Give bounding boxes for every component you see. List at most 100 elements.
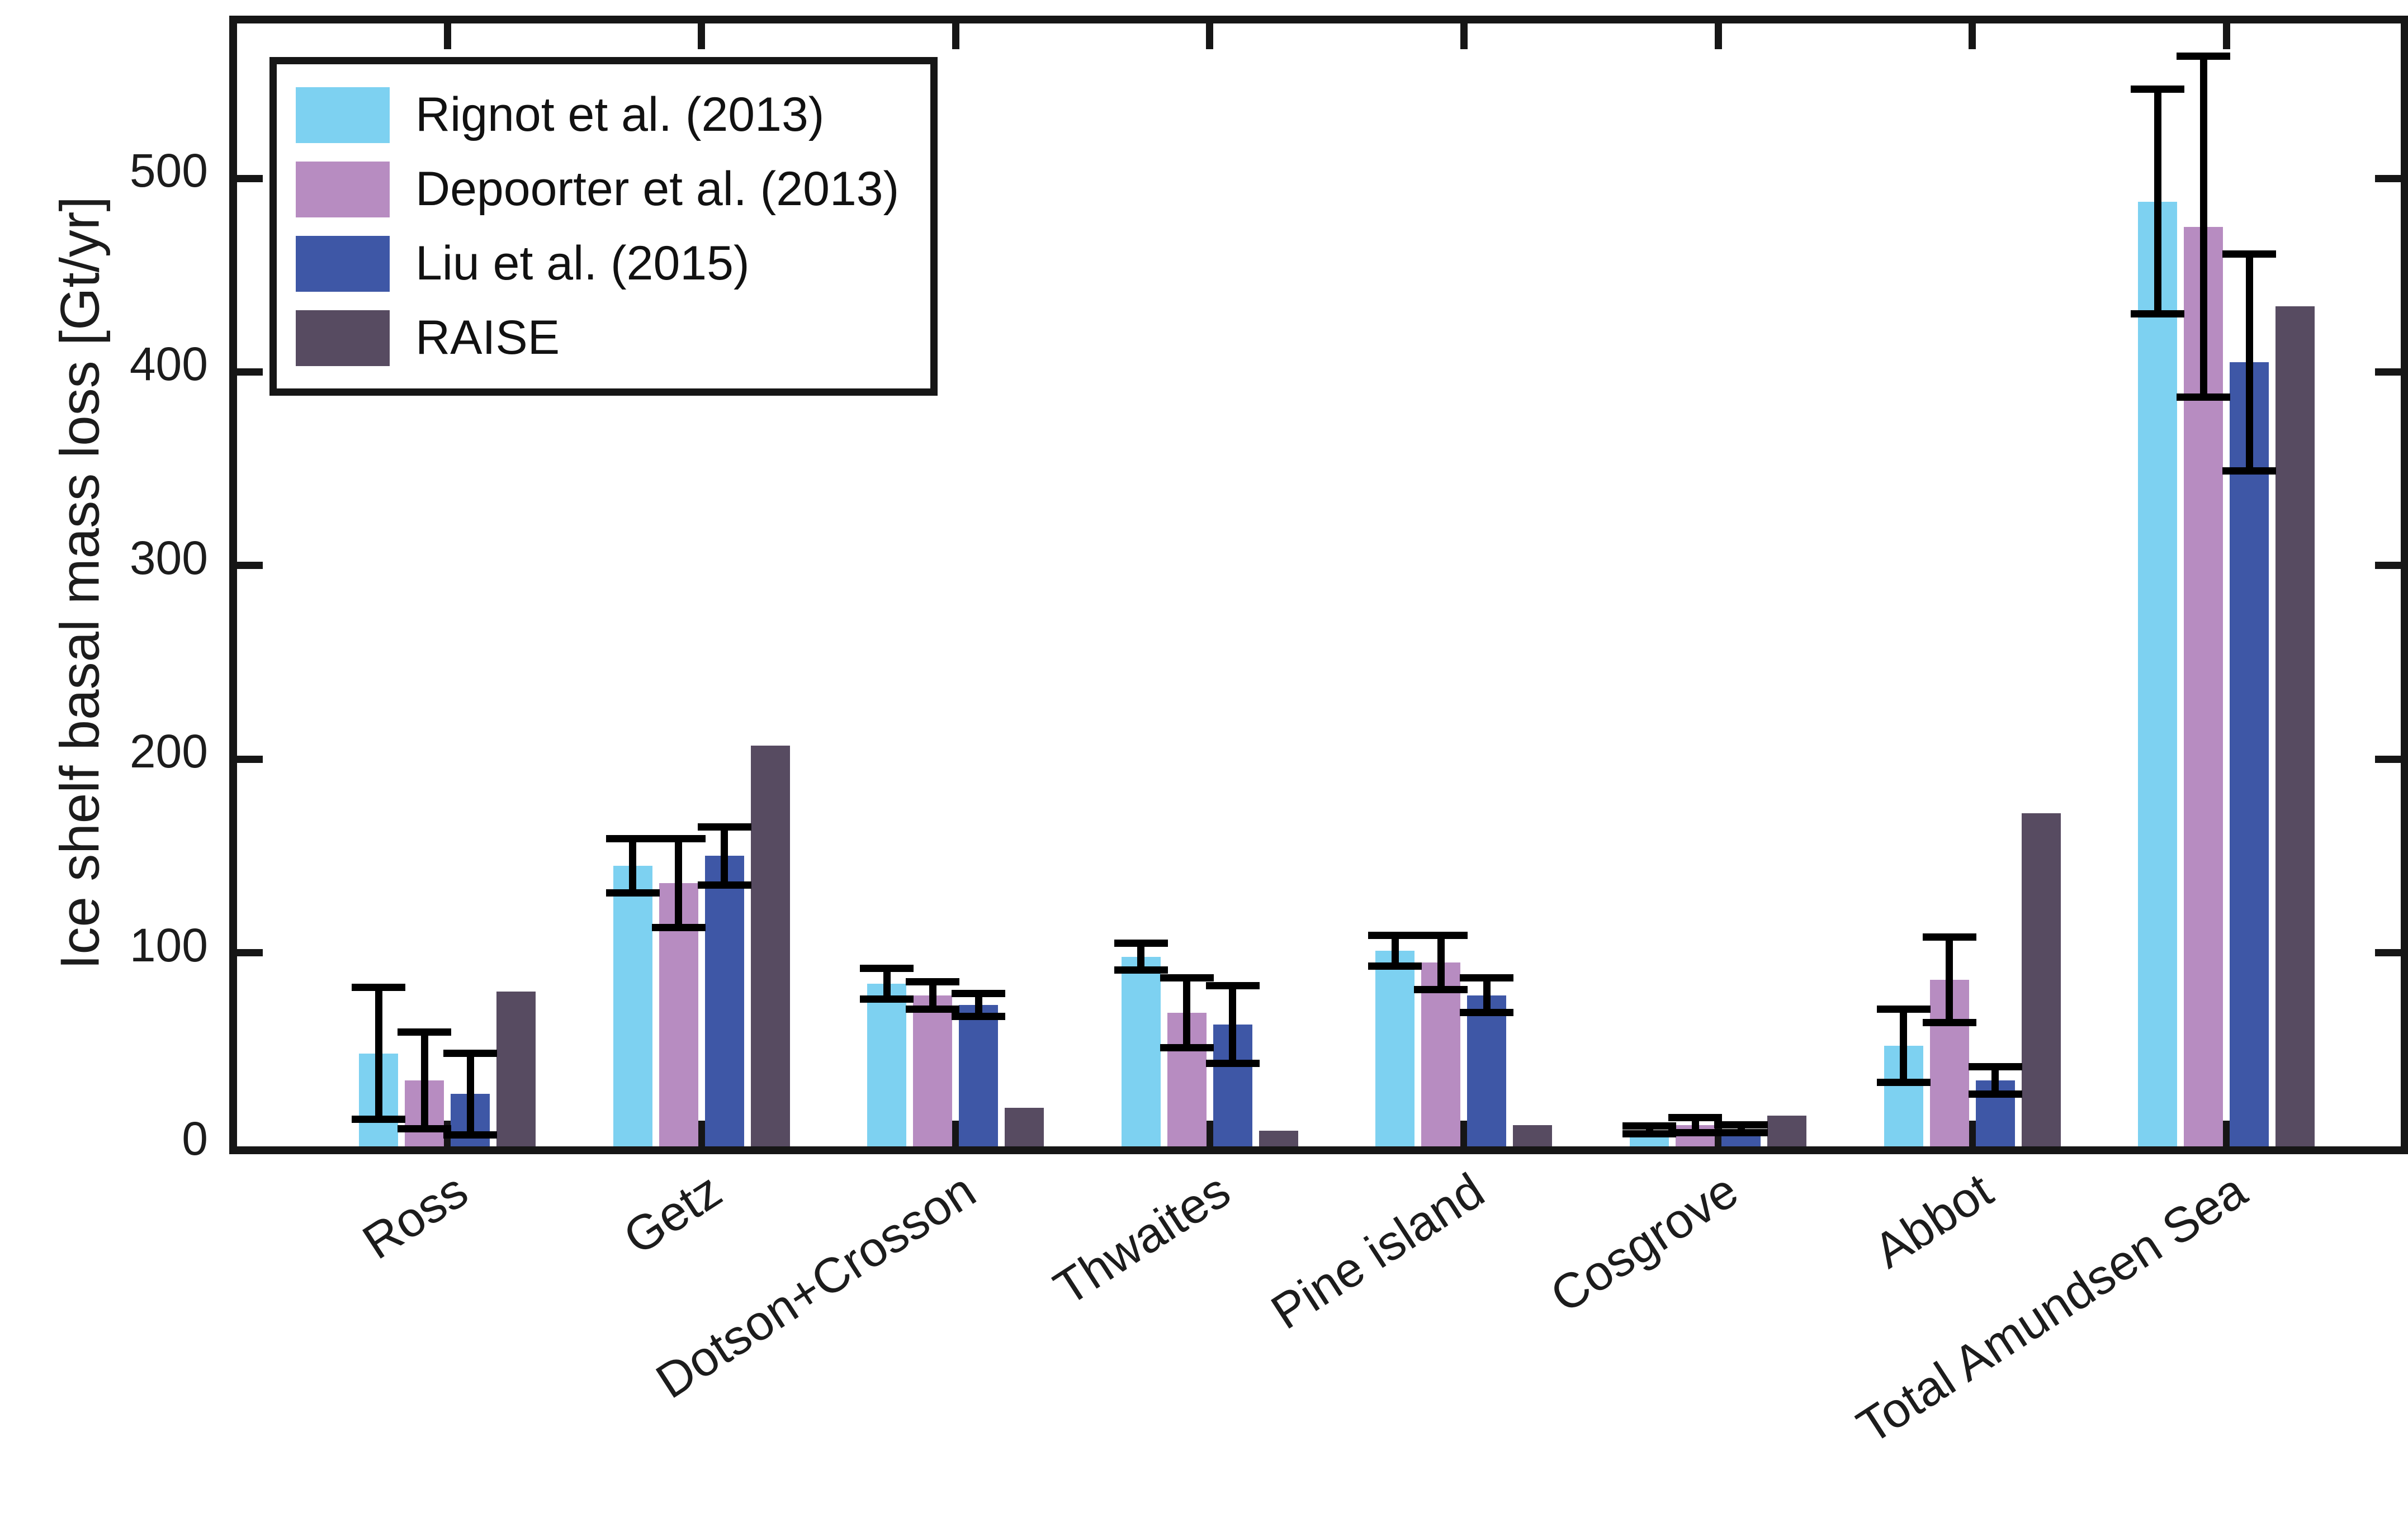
x-axis-tick [952,23,959,49]
y-axis-tick [2375,755,2401,763]
legend-row: Depoorter et al. (2013) [296,152,899,226]
y-axis-tick [237,368,263,376]
error-bar [1946,937,1953,1023]
legend-swatch [296,161,390,217]
error-bar-cap [1968,1063,2022,1071]
x-axis-tick [1714,23,1722,49]
error-bar [929,981,936,1009]
x-axis-tick [2222,23,2230,49]
error-bar [675,838,683,928]
error-bar-cap [2177,393,2231,401]
legend-swatch [296,310,390,366]
error-bar-cap [1368,962,1422,970]
bar [867,984,907,1146]
error-bar [2154,89,2161,314]
error-bar-cap [2131,86,2185,93]
error-bar-cap [1368,931,1422,939]
y-tick-label: 100 [129,918,208,971]
error-bar [466,1053,474,1135]
y-axis-tick [2375,949,2401,957]
error-bar-cap [1160,974,1214,982]
error-bar [1437,935,1445,990]
error-bar-cap [398,1125,451,1133]
error-bar-cap [1460,1009,1514,1017]
error-bar-cap [1114,939,1168,947]
error-bar [420,1032,428,1129]
error-bar-cap [2131,310,2185,318]
error-bar-cap [906,1005,960,1013]
y-axis-tick [237,949,263,957]
error-bar-cap [1414,931,1468,939]
error-bar-cap [860,964,914,972]
bar [1467,995,1507,1146]
error-bars-layer [237,23,2401,1146]
error-bar [1483,978,1491,1013]
error-bar-cap [1414,985,1468,993]
error-bar-cap [1622,1122,1676,1130]
error-bar-cap [952,989,1006,997]
error-bar [2245,254,2253,471]
error-bar-cap [952,1013,1006,1021]
bar [1767,1115,1806,1146]
error-bar-cap [605,889,660,897]
y-tick-label: 300 [129,531,208,584]
error-bar-cap [443,1131,497,1139]
error-bar [721,827,728,885]
error-bar [2199,56,2207,397]
legend: Rignot et al. (2013) Depoorter et al. (20… [269,57,938,396]
error-bar [375,987,382,1120]
x-axis-tick [2222,1121,2230,1146]
bar [1513,1125,1553,1146]
bar [913,995,953,1146]
error-bar-cap [1460,974,1514,982]
error-bar-cap [605,834,660,842]
x-axis-tick [698,1121,706,1146]
error-bar [1137,943,1145,970]
error-bar-cap [1714,1129,1768,1137]
bar [613,865,652,1146]
bar [2138,201,2178,1146]
x-axis-tick [1206,1121,1214,1146]
x-axis-tick [1969,1121,1976,1146]
error-bar-cap [1668,1113,1722,1121]
y-axis-tick [2375,562,2401,570]
x-axis-tick [952,1121,959,1146]
x-axis-tick [1206,23,1214,49]
legend-swatch [296,87,390,143]
bar [959,1005,999,1146]
error-bar-cap [1922,933,1976,941]
plot-area: Rignot et al. (2013) Depoorter et al. (20… [229,16,2408,1154]
error-bar-cap [1714,1121,1768,1129]
bar [496,991,536,1146]
error-bar-cap [2222,467,2277,475]
error-bar [629,838,637,893]
legend-swatch [296,235,390,292]
y-tick-label: 500 [129,144,208,197]
error-bar-cap [352,984,405,992]
error-bar-cap [1876,1005,1931,1013]
bar [750,746,790,1146]
x-axis-tick [1460,1121,1468,1146]
y-tick-label: 400 [129,338,208,391]
bar [1121,956,1161,1146]
error-bar-cap [1205,982,1260,989]
error-bar [883,968,891,999]
x-axis-tick [443,23,451,49]
x-axis-tick [698,23,706,49]
error-bar [974,993,982,1017]
error-bar-cap [1876,1079,1931,1087]
y-tick-label: 200 [129,725,208,778]
bar [1005,1107,1044,1146]
error-bar-cap [1968,1090,2022,1098]
error-bar-cap [1114,966,1168,974]
legend-label: Liu et al. (2015) [415,236,750,290]
error-bar-cap [398,1028,451,1036]
y-axis-tick [2375,174,2401,182]
error-bar [1991,1066,1999,1094]
bar [2230,362,2269,1146]
y-tick-label: 0 [182,1112,208,1165]
error-bar-cap [697,823,751,831]
legend-row: Liu et al. (2015) [296,226,899,301]
error-bar-cap [443,1050,497,1057]
